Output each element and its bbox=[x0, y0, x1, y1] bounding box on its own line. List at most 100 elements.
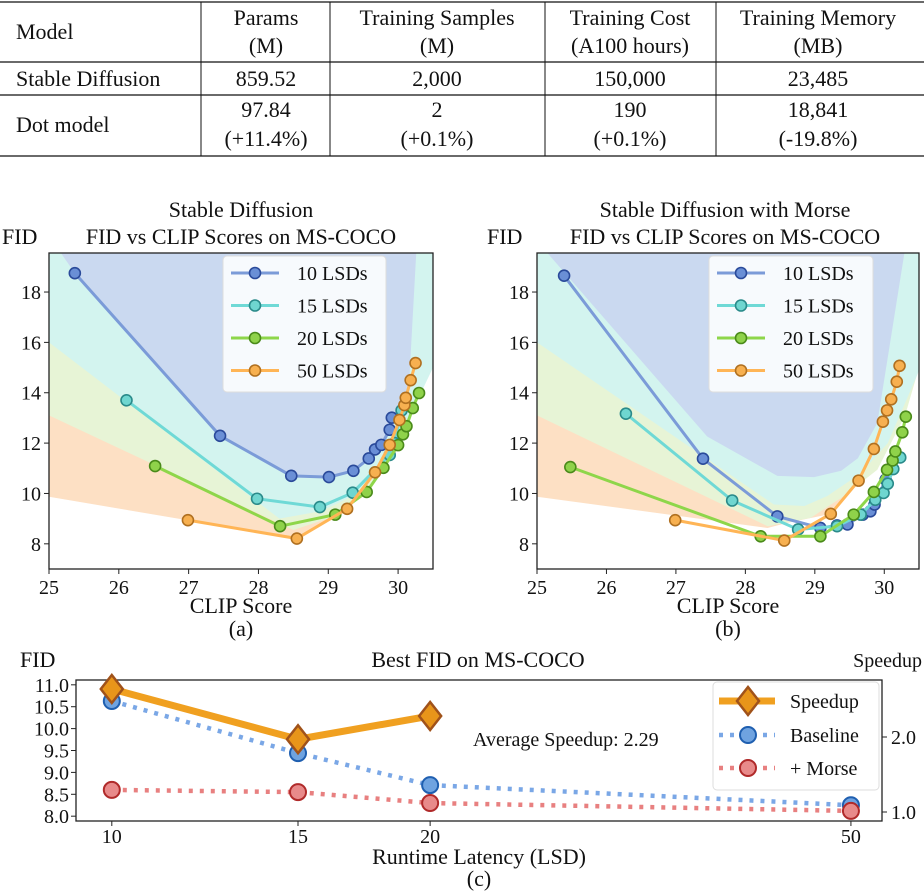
x-tick-label: 20 bbox=[420, 826, 440, 848]
y-tick-label: 10.5 bbox=[34, 697, 69, 719]
legend-label: Baseline bbox=[790, 725, 859, 747]
legend-label: + Morse bbox=[790, 758, 858, 780]
x-axis-label: CLIP Score bbox=[677, 593, 779, 618]
cell-value: 150,000 bbox=[594, 66, 666, 91]
data-point bbox=[284, 469, 298, 483]
y-tick-label: 14 bbox=[21, 383, 41, 405]
legend: 10 LSDs 15 LSDs 20 LSDs 50 LSDs bbox=[222, 255, 387, 393]
y-axis-label: FID bbox=[20, 647, 55, 672]
data-point bbox=[322, 470, 336, 484]
x-tick-label: 25 bbox=[527, 577, 547, 599]
y-tick-label: 10.0 bbox=[34, 719, 69, 741]
x-tick-label: 29 bbox=[805, 577, 825, 599]
chart-a: Stable Diffusion FID vs CLIP Scores on M… bbox=[2, 197, 434, 641]
cell-value: 2 bbox=[432, 97, 443, 122]
plot-frame bbox=[48, 252, 434, 570]
legend: Speedup Baseline + Morse bbox=[712, 681, 880, 791]
data-point bbox=[120, 393, 133, 407]
legend-marker bbox=[734, 364, 748, 377]
y-tick-label: 12 bbox=[21, 433, 41, 455]
y-axis-label: FID bbox=[2, 224, 37, 249]
y-tick-label: 11.0 bbox=[35, 675, 69, 697]
x-tick-label: 30 bbox=[388, 577, 408, 599]
y-tick-label: 8 bbox=[519, 534, 529, 556]
y-tick-label: 8.5 bbox=[44, 784, 69, 806]
x-tick-label: 29 bbox=[318, 577, 338, 599]
legend-label: 15 LSDs bbox=[297, 296, 368, 318]
data-point bbox=[725, 494, 739, 507]
plot-frame bbox=[536, 252, 920, 570]
cell-delta: (+0.1%) bbox=[401, 126, 474, 151]
data-point bbox=[68, 266, 82, 280]
legend-label: 50 LSDs bbox=[783, 361, 854, 383]
legend-marker bbox=[739, 726, 757, 744]
data-point bbox=[409, 356, 422, 370]
data-point bbox=[899, 410, 913, 423]
data-point bbox=[814, 529, 827, 543]
header-memory: Training Memory bbox=[740, 5, 896, 30]
header-samples: Training Samples bbox=[359, 5, 514, 30]
series-line-50-lsds bbox=[674, 365, 902, 543]
y-tick-label: 12 bbox=[509, 433, 529, 455]
legend-marker bbox=[734, 299, 748, 312]
data-point bbox=[867, 485, 881, 499]
header-samples-unit: (M) bbox=[420, 33, 454, 58]
data-point bbox=[852, 474, 865, 487]
series-line-20-lsds bbox=[154, 392, 421, 528]
chart-c: Best FID on MS-COCO FID Speedup Runtime … bbox=[20, 647, 922, 891]
results-table: Model Params (M) Training Samples (M) Tr… bbox=[0, 1, 924, 157]
data-point bbox=[880, 463, 894, 477]
legend-marker bbox=[734, 266, 748, 280]
x-tick-label: 15 bbox=[288, 826, 308, 848]
data-point bbox=[383, 438, 397, 452]
cell-value: 23,485 bbox=[788, 66, 849, 91]
circle-marker bbox=[421, 794, 440, 813]
y-tick-label: 9.5 bbox=[44, 741, 69, 763]
x-tick-label: 26 bbox=[109, 577, 129, 599]
legend-label: 10 LSDs bbox=[783, 263, 854, 285]
legend-label: 10 LSDs bbox=[297, 263, 368, 285]
data-point bbox=[893, 359, 906, 373]
data-point bbox=[896, 425, 909, 439]
data-point bbox=[564, 460, 577, 474]
x-tick-label: 28 bbox=[248, 577, 268, 599]
data-point bbox=[890, 375, 904, 388]
legend-marker bbox=[248, 364, 262, 377]
chart-title-line1: Stable Diffusion with Morse bbox=[600, 197, 851, 222]
legend-marker bbox=[734, 331, 748, 345]
x-axis-label: Runtime Latency (LSD) bbox=[372, 844, 586, 869]
y-tick-label: 14 bbox=[509, 383, 529, 405]
data-point bbox=[347, 464, 360, 478]
series-line-baseline bbox=[111, 698, 852, 808]
legend-marker bbox=[248, 331, 262, 345]
header-memory-unit: (MB) bbox=[794, 33, 843, 58]
diamond-marker bbox=[417, 699, 443, 733]
x-tick-label: 50 bbox=[841, 826, 861, 848]
x-tick-label: 26 bbox=[596, 577, 616, 599]
x-tick-label: 27 bbox=[666, 577, 686, 599]
data-point bbox=[696, 452, 710, 466]
cell-delta: (+11.4%) bbox=[224, 126, 307, 151]
row-model-name: Dot model bbox=[16, 112, 110, 137]
series-line-speedup bbox=[110, 685, 431, 743]
legend-label: 20 LSDs bbox=[783, 328, 854, 350]
header-cost: Training Cost bbox=[570, 5, 691, 30]
legend-label: 15 LSDs bbox=[783, 296, 854, 318]
legend-box bbox=[222, 255, 387, 393]
y2-tick-label: 2.0 bbox=[891, 727, 916, 749]
y-tick-label: 8.0 bbox=[44, 806, 69, 828]
data-point bbox=[847, 508, 861, 521]
legend-label: 50 LSDs bbox=[297, 361, 368, 383]
y-tick-label: 9.0 bbox=[44, 762, 69, 784]
header-model: Model bbox=[16, 19, 73, 44]
data-point bbox=[213, 429, 227, 443]
cell-value: 2,000 bbox=[412, 66, 462, 91]
legend-label: Speedup bbox=[790, 691, 859, 713]
legend-marker bbox=[735, 684, 761, 718]
data-point bbox=[876, 415, 890, 429]
cell-delta: (+0.1%) bbox=[594, 126, 667, 151]
legend-marker bbox=[248, 266, 262, 280]
diamond-marker bbox=[99, 672, 125, 706]
header-cost-unit: (A100 hours) bbox=[571, 33, 689, 58]
